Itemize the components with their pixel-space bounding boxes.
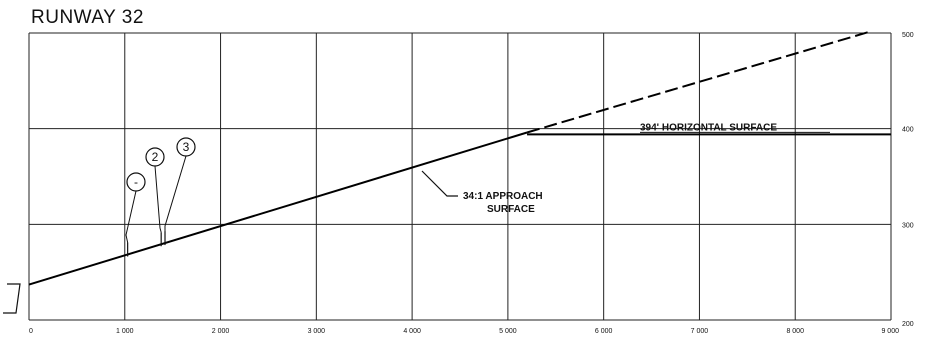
marker-leader-line xyxy=(125,190,137,243)
x-tick-label: 6 000 xyxy=(595,328,613,335)
marker-number: 3 xyxy=(183,140,190,154)
left-edge-bracket-icon xyxy=(3,283,21,314)
tick-labels: 0 1 000 2 000 3 000 4 000 5 000 6 000 7 000 8 00… xyxy=(29,32,914,335)
marker-leader-line xyxy=(164,155,187,232)
chart-title: RUNWAY 32 xyxy=(31,7,144,28)
horizontal-surface-label: 394' HORIZONTAL SURFACE xyxy=(640,122,777,133)
y-tick-label: 300 xyxy=(902,222,914,229)
x-tick-label: 1 000 xyxy=(116,328,134,335)
y-tick-label: 400 xyxy=(902,127,914,134)
x-tick-label: 0 xyxy=(29,328,33,335)
marker-leader-line xyxy=(154,165,162,233)
marker-number: 2 xyxy=(152,150,159,164)
x-tick-label: 9 000 xyxy=(881,328,899,335)
series-group xyxy=(28,30,891,286)
approach-leader-line xyxy=(421,170,458,197)
y-tick-label: 500 xyxy=(902,32,914,39)
x-tick-label: 5 000 xyxy=(499,328,517,335)
x-tick-label: 7 000 xyxy=(691,328,709,335)
marker-number: - xyxy=(134,175,138,189)
series-line-1 xyxy=(28,131,528,286)
annotations: 394' HORIZONTAL SURFACE 34:1 APPROACH SURF… xyxy=(125,122,830,257)
approach-label-line2: SURFACE xyxy=(487,204,535,215)
grid xyxy=(28,32,892,321)
x-tick-label: 2 000 xyxy=(212,328,230,335)
y-tick-label: 200 xyxy=(902,321,914,328)
x-tick-label: 8 000 xyxy=(786,328,804,335)
approach-label-line1: 34:1 APPROACH xyxy=(463,191,543,202)
series-line-2 xyxy=(526,30,873,134)
x-tick-label: 3 000 xyxy=(308,328,326,335)
x-tick-label: 4 000 xyxy=(403,328,421,335)
